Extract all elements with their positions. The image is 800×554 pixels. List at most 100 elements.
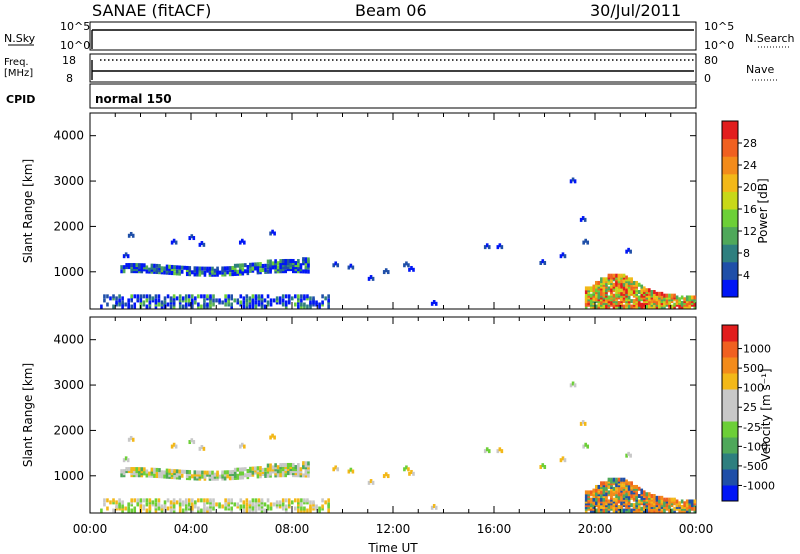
velocity-cell	[297, 467, 300, 472]
x-tick-label: 20:00	[578, 522, 613, 536]
power-cell	[170, 266, 174, 271]
power-cell	[269, 263, 272, 268]
velocity-cell	[154, 508, 158, 513]
power-cell	[172, 300, 176, 305]
y-tick-label: 2000	[53, 423, 84, 437]
power-cell	[294, 267, 298, 272]
velocity-cell	[655, 501, 659, 506]
velocity-cell	[244, 467, 247, 472]
power-cell	[620, 297, 623, 302]
power-cell	[278, 298, 282, 303]
velocity-cell	[275, 504, 279, 509]
velocity-cell	[130, 469, 133, 474]
velocity-cell	[261, 469, 265, 474]
power-cell	[233, 271, 237, 276]
power-cell	[627, 280, 631, 285]
velocity-cell	[209, 498, 212, 503]
power-cell	[206, 266, 209, 271]
power-cell	[154, 294, 158, 299]
power-cell	[168, 264, 171, 269]
power-cell	[284, 300, 288, 305]
velocity-cell	[170, 475, 174, 480]
velocity-cell	[238, 471, 242, 476]
power-cell	[216, 272, 219, 277]
power-cell	[206, 296, 209, 301]
velocity-cell	[206, 498, 209, 503]
velocity-cell	[287, 498, 291, 503]
velocity-cell	[142, 498, 146, 503]
power-cell	[617, 300, 621, 305]
power-cell	[307, 259, 310, 264]
power-cell	[122, 269, 126, 274]
power-cell	[278, 300, 282, 305]
power-cell	[278, 296, 282, 301]
power-cell	[610, 273, 613, 278]
power-cell	[194, 300, 197, 305]
power-cell	[600, 290, 603, 295]
power-cell	[629, 249, 632, 254]
power-cell	[112, 304, 115, 309]
velocity-cell	[191, 498, 194, 503]
power-cell	[256, 262, 260, 267]
velocity-cell	[294, 498, 297, 503]
velocity-cell	[256, 470, 260, 475]
power-cell	[266, 294, 270, 299]
power-cell	[203, 304, 206, 309]
power-cell	[148, 269, 151, 274]
power-cell	[192, 236, 196, 241]
velocity-cell	[112, 508, 115, 513]
power-cell	[635, 297, 638, 302]
velocity-cell	[121, 508, 124, 513]
power-cell	[209, 304, 212, 309]
power-cell	[592, 297, 596, 302]
velocity-cell	[200, 498, 203, 503]
power-cell	[254, 294, 258, 299]
velocity-cell	[561, 456, 565, 461]
power-cell	[256, 270, 260, 275]
velocity-cell	[274, 473, 277, 478]
power-cell	[221, 268, 224, 273]
power-cell	[600, 300, 603, 305]
velocity-cell	[198, 470, 202, 475]
power-cell	[230, 294, 233, 299]
power-cell	[307, 263, 310, 268]
velocity-cell	[584, 497, 588, 502]
velocity-cell	[242, 504, 246, 509]
power-cell	[612, 282, 616, 287]
power-cell	[276, 261, 280, 266]
velocity-cell	[625, 479, 628, 484]
velocity-cell	[279, 469, 282, 474]
velocity-cell	[163, 470, 166, 475]
velocity-cell	[612, 477, 616, 482]
velocity-cell	[315, 504, 318, 509]
velocity-cell	[143, 467, 146, 472]
velocity-cell	[206, 472, 209, 477]
velocity-cell	[675, 499, 679, 504]
velocity-cell	[539, 464, 543, 469]
velocity-cell	[170, 444, 174, 449]
power-cell	[307, 257, 310, 262]
power-cell	[620, 288, 623, 293]
velocity-cell	[202, 446, 206, 451]
power-cell	[615, 293, 618, 298]
power-cell	[188, 270, 192, 275]
power-cell	[239, 294, 243, 299]
velocity-cell	[412, 471, 415, 476]
velocity-cell	[592, 501, 596, 506]
power-colorbar-label: Power [dB]	[756, 178, 770, 243]
power-cell	[231, 265, 234, 270]
power-cell	[153, 267, 156, 272]
power-cell	[384, 268, 388, 273]
y-tick-label: 1000	[53, 469, 84, 483]
power-cell	[595, 288, 598, 293]
power-cell	[294, 265, 298, 270]
velocity-cell	[169, 502, 173, 507]
velocity-cell	[306, 508, 309, 513]
colorbar-tick-label: -100	[743, 440, 768, 453]
velocity-cell	[178, 498, 182, 503]
velocity-cell	[121, 506, 124, 511]
velocity-cell	[289, 462, 293, 467]
velocity-cell	[145, 508, 149, 513]
power-cell	[693, 295, 697, 300]
velocity-cell	[637, 504, 641, 509]
